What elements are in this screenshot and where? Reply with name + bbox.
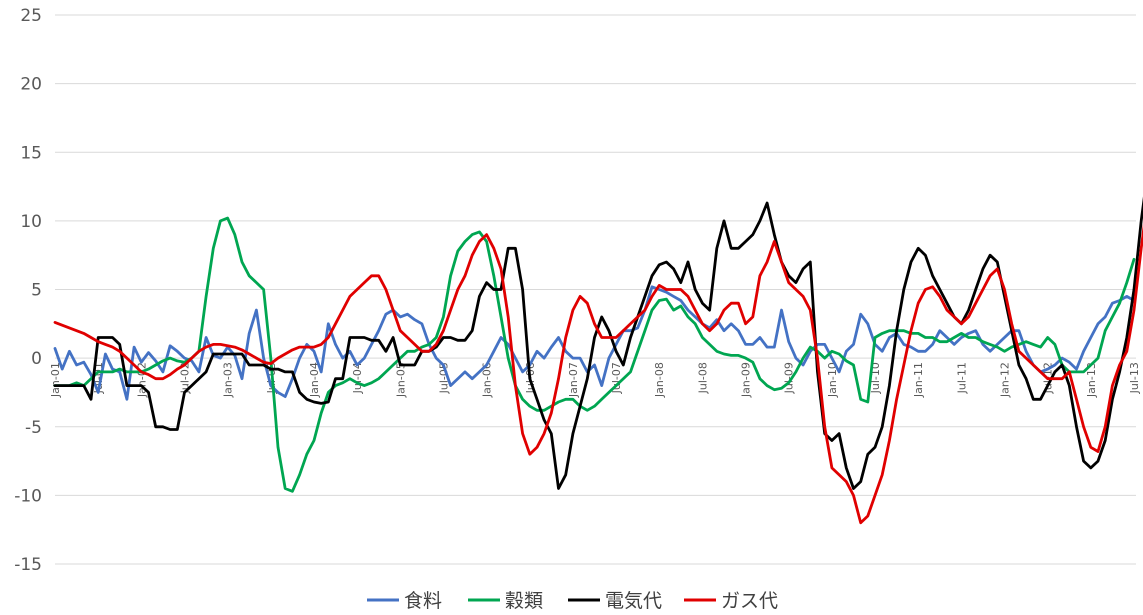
series-lines [53,196,1143,525]
legend-label: 食料 [404,590,442,612]
x-tick-label: Jan-04 [308,362,321,398]
x-tick-label: Jan-06 [481,362,494,398]
y-tick-label: 5 [31,281,42,301]
series-line [53,216,1136,493]
x-tick-label: Jan-13 [1085,362,1098,398]
y-tick-label: -15 [14,555,42,575]
legend-label: 電気代 [605,590,662,612]
y-tick-label: -10 [14,486,42,506]
x-tick-label: Jan-05 [394,362,407,398]
legend-label: 穀類 [505,590,543,612]
x-tick-label: Jan-09 [740,362,753,398]
x-tick-label: Jan-08 [653,362,666,398]
x-tick-label: Jan-01 [49,362,62,398]
series-line [53,196,1143,490]
y-tick-label: 15 [20,143,42,163]
x-tick-label: Jul-09 [783,362,796,394]
y-axis-ticks: -15 -10 -5 0 5 10 15 20 25 [14,6,42,575]
legend: 食料 穀類 電気代 ガス代 [367,590,778,612]
x-tick-label: Jul-02 [178,362,191,394]
x-tick-label: Jul-13 [1128,362,1141,394]
x-tick-label: Jan-12 [999,362,1012,398]
x-tick-label: Jul-04 [351,362,364,394]
y-tick-label: 10 [20,212,42,232]
x-tick-label: Jan-03 [222,362,235,398]
x-tick-label: Jul-11 [955,362,968,394]
x-tick-label: Jul-08 [696,362,709,394]
y-gridlines [55,14,1136,565]
x-tick-label: Jul-05 [437,362,450,394]
y-tick-label: 20 [20,75,42,95]
x-tick-label: Jan-11 [912,362,925,398]
x-tick-label: Jan-10 [826,362,839,398]
x-tick-label: Jan-07 [567,362,580,398]
legend-label: ガス代 [721,590,778,612]
y-tick-label: -5 [25,418,42,438]
y-tick-label: 25 [20,6,42,26]
series-line [53,223,1143,525]
y-tick-label: 0 [31,349,42,369]
